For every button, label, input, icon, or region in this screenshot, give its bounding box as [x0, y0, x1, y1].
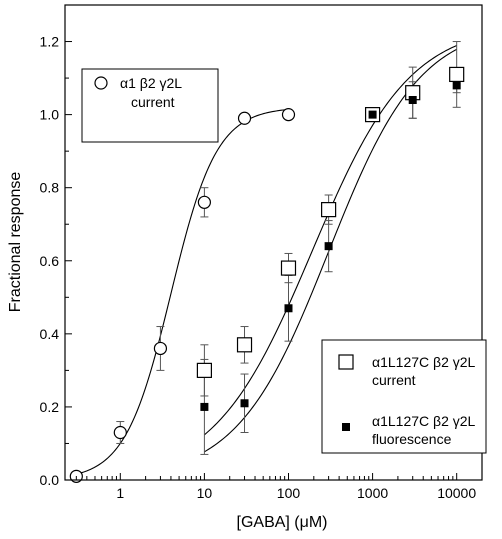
data-point-open-square	[236, 337, 253, 353]
y-axis-title: Fractional response	[7, 172, 24, 313]
x-tick-label: 100	[277, 485, 301, 501]
data-point-open-square	[196, 362, 212, 378]
x-tick-label: 10	[197, 485, 213, 501]
fit-curve-series-1	[76, 108, 289, 475]
data-point-filled-square	[240, 399, 249, 408]
data-point-circle	[113, 425, 127, 440]
data-point-filled-square	[200, 402, 209, 411]
legend-marker-filled-square	[342, 423, 350, 431]
y-tick-label: 0.2	[40, 399, 60, 415]
data-point-circle	[237, 111, 252, 125]
legend-label-l127c-fluorescence-line1: α1L127C β2 γ2L	[372, 413, 476, 429]
y-tick-label: 0.6	[40, 253, 60, 269]
y-tick-label: 1.0	[40, 107, 60, 123]
plot-frame	[64, 4, 483, 481]
data-point-filled-square	[368, 110, 377, 119]
data-point-filled-square	[324, 242, 333, 251]
data-point-open-square	[280, 260, 297, 276]
legend-marker-open-circle	[94, 76, 108, 90]
y-tick-label: 0.0	[40, 472, 60, 488]
data-point-open-square	[449, 66, 465, 83]
data-point-open-square	[321, 202, 337, 218]
y-axis-ticks: 0.0 0.2 0.4 0.6 0.8 1.0 1.2	[40, 4, 72, 488]
y-tick-label: 0.4	[40, 326, 60, 342]
legend-label-l127c-current-line1: α1L127C β2 γ2L	[372, 354, 476, 370]
legend-bottom-right: α1L127C β2 γ2L current α1L127C β2 γ2L fl…	[321, 339, 487, 454]
x-axis-title: [GABA] (μM)	[237, 514, 328, 531]
legend-label-alpha1-line2: current	[131, 94, 175, 110]
legend-label-l127c-fluorescence-line2: fluorescence	[372, 431, 452, 447]
data-points	[69, 66, 465, 483]
legend-label-alpha1-line1: α1 β2 γ2L	[120, 75, 182, 91]
data-point-circle	[281, 108, 296, 122]
x-axis-ticks: 1 10 100 1000 10000	[75, 473, 483, 501]
y-tick-label: 1.2	[40, 34, 60, 50]
data-point-circle	[153, 341, 168, 356]
y-tick-label: 0.8	[40, 180, 60, 196]
x-tick-label: 1000	[357, 485, 388, 501]
data-point-filled-square	[284, 304, 293, 313]
data-point-filled-square	[452, 81, 461, 90]
data-point-circle	[197, 195, 211, 209]
x-tick-label: 1	[116, 485, 124, 501]
legend-marker-open-square	[338, 354, 354, 370]
legend-label-l127c-current-line2: current	[372, 372, 416, 388]
legend-top-left: α1 β2 γ2L current	[81, 68, 219, 143]
x-tick-label: 10000	[437, 485, 476, 501]
data-point-filled-square	[408, 96, 417, 104]
